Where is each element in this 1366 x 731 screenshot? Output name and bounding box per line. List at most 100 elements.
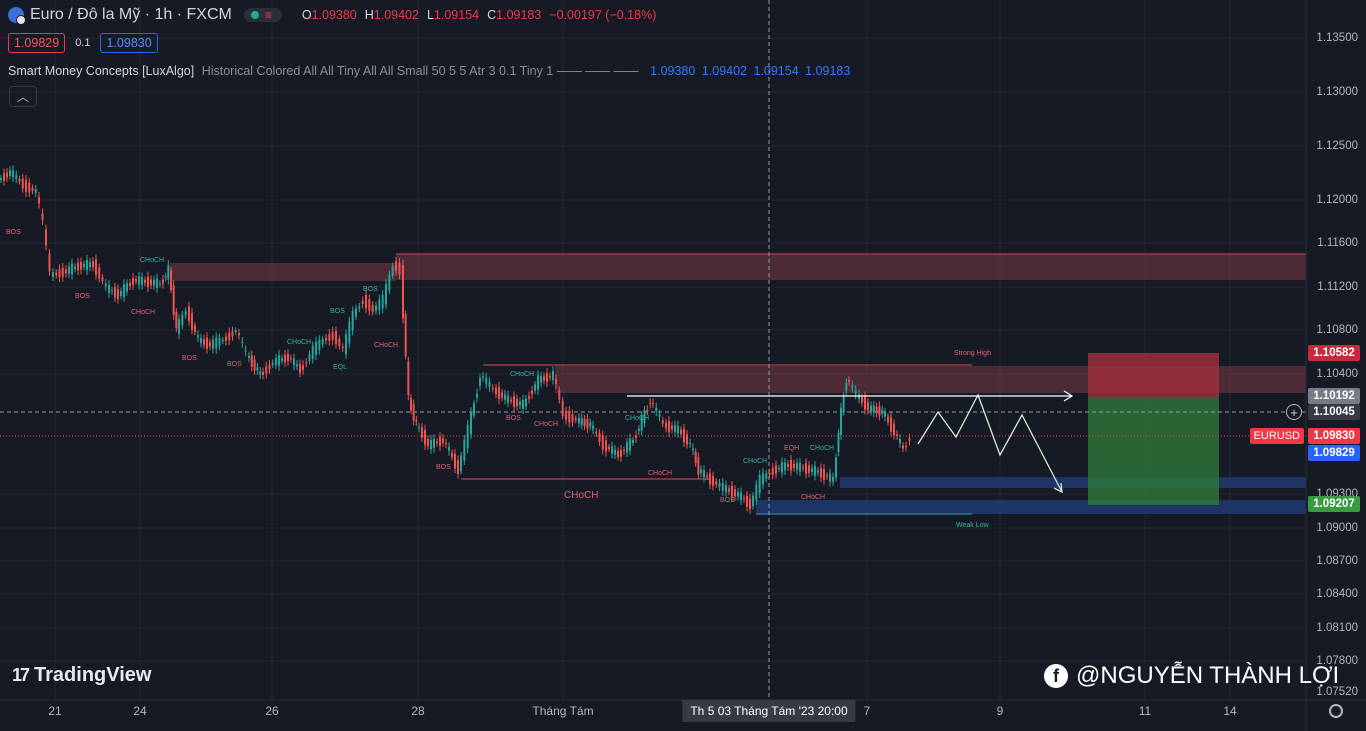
svg-text:CHoCH: CHoCH	[743, 458, 767, 465]
sell-button[interactable]: 1.09829	[8, 33, 66, 53]
candle-body	[611, 446, 613, 454]
candle-body	[796, 463, 798, 470]
candle-body	[108, 284, 110, 293]
candle-body	[568, 411, 571, 423]
candle-body	[595, 431, 598, 434]
candle-body	[238, 333, 240, 336]
indicator-legend[interactable]: Smart Money Concepts [LuxAlgo] Historica…	[8, 64, 850, 78]
candle-body	[473, 403, 475, 416]
candle-body	[305, 362, 308, 364]
candle-body	[335, 331, 337, 344]
candle-body	[433, 438, 435, 449]
candle-body	[381, 295, 384, 309]
svg-text:BOS: BOS	[182, 355, 197, 362]
candle-body	[194, 325, 196, 333]
candle-body	[144, 279, 146, 283]
candle-body	[410, 397, 412, 411]
candle-body	[228, 332, 231, 340]
candle-body	[338, 338, 341, 347]
candle-body	[18, 178, 21, 182]
status-pill[interactable]: ≡	[243, 8, 282, 22]
candle-body	[671, 425, 673, 430]
candle-body	[181, 314, 184, 326]
candle-body	[200, 337, 202, 344]
candle-body	[589, 422, 592, 427]
label-weak-low: Weak Low	[956, 522, 989, 529]
candle-body	[694, 451, 697, 464]
candle-body	[104, 283, 107, 287]
facebook-icon: f	[1044, 664, 1068, 688]
candle-body	[48, 253, 51, 272]
candle-body	[178, 319, 180, 335]
indicator-params: Historical Colored All All Tiny All All …	[201, 64, 639, 78]
candle-body	[755, 484, 758, 501]
time-tick: 9	[996, 704, 1004, 718]
candle-body	[823, 469, 825, 480]
candle-body	[632, 440, 634, 443]
svg-text:CHoCH: CHoCH	[810, 445, 834, 452]
symbol-title[interactable]: Euro / Đô la Mỹ · 1h · FXCM	[30, 6, 232, 23]
tradingview-logo[interactable]: 17 TradingView	[12, 664, 152, 686]
candle-body	[197, 335, 199, 338]
candle-body	[407, 361, 410, 396]
candle-body	[368, 299, 371, 311]
candle-body	[743, 498, 745, 500]
candle-body	[832, 476, 834, 482]
svg-text:BOS: BOS	[436, 464, 451, 471]
candle-body	[296, 364, 298, 367]
buy-button[interactable]: 1.09830	[100, 33, 158, 53]
candle-body	[513, 396, 515, 407]
candle-body	[637, 428, 640, 432]
market-open-icon	[250, 11, 259, 19]
candle-body	[848, 379, 850, 382]
price-tick: 1.13500	[1316, 32, 1358, 44]
candle-body	[623, 450, 625, 452]
crosshair-time-label: Th 5 03 Tháng Tám '23 20:00	[682, 700, 856, 722]
svg-text:BOS: BOS	[75, 293, 90, 300]
candle-body	[626, 442, 628, 453]
label-choch-large: CHoCH	[564, 490, 598, 501]
candle-body	[15, 174, 18, 179]
candle-body	[74, 266, 76, 270]
price-axis[interactable]: 1.13500 1.13000 1.12500 1.12000 1.11600 …	[1306, 0, 1366, 700]
candle-body	[870, 405, 872, 412]
candle-body	[170, 269, 172, 291]
supply-zone-top	[396, 254, 1306, 280]
candle-body	[293, 358, 295, 366]
candle-body	[884, 412, 886, 417]
candle-body	[41, 213, 44, 221]
candle-body	[244, 350, 247, 352]
price-tick: 1.08400	[1316, 588, 1358, 600]
symbol-flag-icon	[8, 7, 26, 25]
candle-body	[758, 475, 761, 494]
candle-body	[38, 196, 40, 204]
candle-body	[482, 376, 484, 378]
candle-body	[528, 396, 530, 399]
candle-body	[135, 279, 137, 282]
candle-body	[98, 267, 101, 279]
candle-body	[126, 283, 128, 292]
candle-body	[460, 455, 462, 472]
candle-body	[864, 396, 866, 410]
candle-body	[479, 377, 481, 386]
candle-body	[692, 448, 694, 450]
candle-body	[601, 435, 604, 450]
candle-body	[784, 462, 786, 471]
candle-body	[649, 402, 652, 404]
gear-icon[interactable]	[1329, 704, 1343, 718]
candle-body	[629, 438, 631, 451]
candle-body	[361, 301, 364, 304]
candle-body	[504, 394, 506, 400]
candle-body	[558, 390, 561, 400]
candle-body	[424, 430, 426, 445]
candle-body	[746, 495, 748, 507]
bid-price-tag: 1.09830	[1308, 428, 1360, 444]
add-alert-plus-icon[interactable]: +	[1286, 404, 1302, 420]
candle-body	[61, 267, 64, 277]
candle-body	[308, 354, 311, 361]
candle-body	[153, 279, 155, 286]
candle-body	[302, 365, 304, 370]
collapse-legend-button[interactable]: ︿	[9, 86, 37, 107]
candle-body	[531, 390, 533, 395]
